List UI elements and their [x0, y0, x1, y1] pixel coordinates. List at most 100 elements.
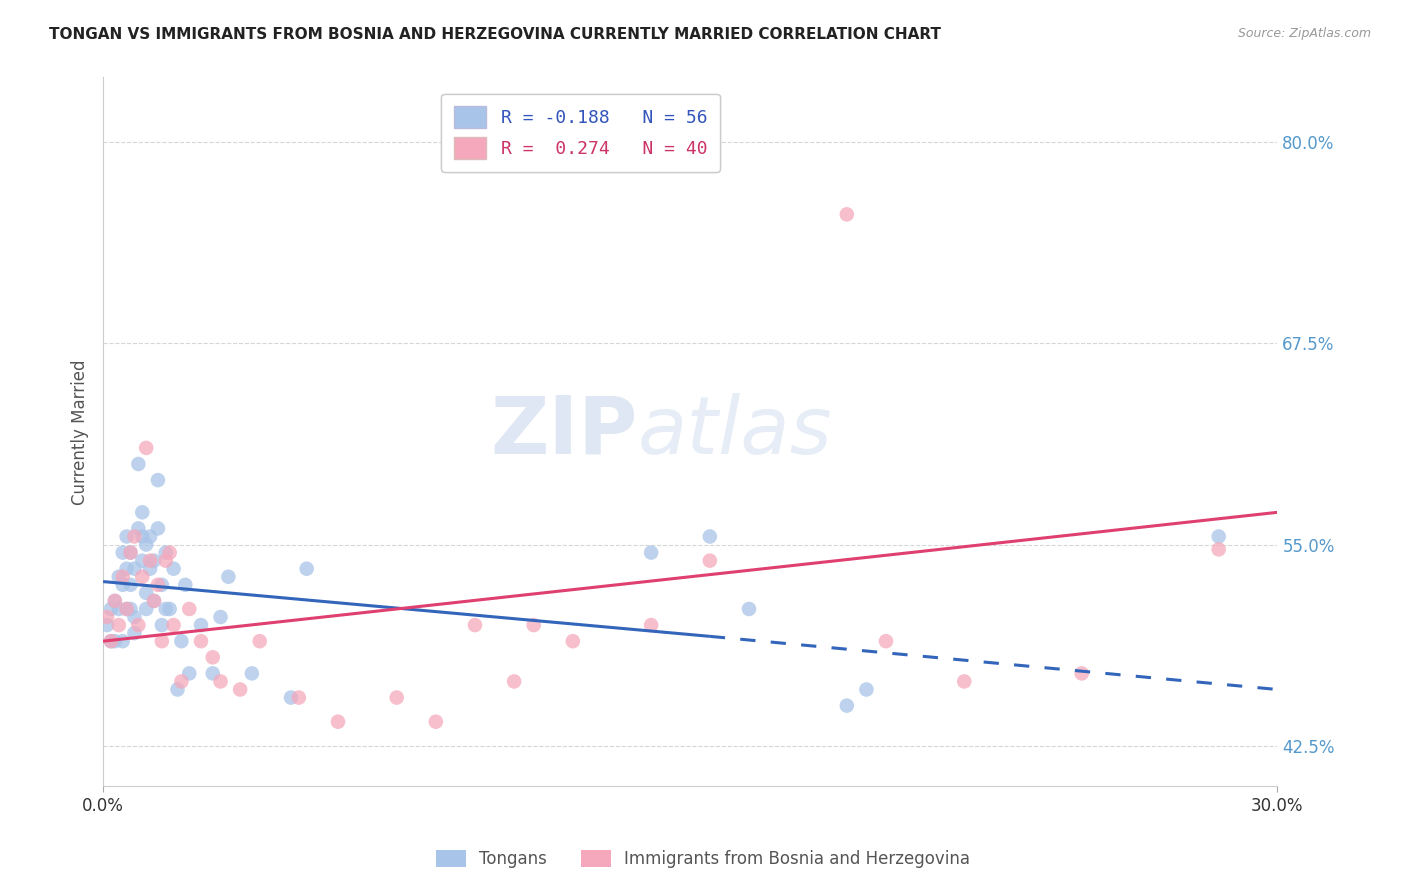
Point	[561, 634, 583, 648]
Point	[190, 634, 212, 648]
Point	[326, 714, 349, 729]
Point	[835, 698, 858, 713]
Point	[855, 682, 877, 697]
Point	[139, 554, 162, 568]
Point	[127, 618, 149, 632]
Point	[738, 602, 761, 616]
Point	[699, 554, 721, 568]
Point	[135, 537, 157, 551]
Text: Source: ZipAtlas.com: Source: ZipAtlas.com	[1237, 27, 1371, 40]
Point	[104, 594, 127, 608]
Point	[209, 674, 232, 689]
Point	[135, 586, 157, 600]
Point	[1208, 529, 1230, 543]
Point	[111, 570, 134, 584]
Point	[111, 578, 134, 592]
Point	[295, 562, 318, 576]
Point	[159, 602, 181, 616]
Point	[124, 626, 146, 640]
Point	[162, 618, 184, 632]
Point	[280, 690, 302, 705]
Point	[100, 634, 122, 648]
Point	[107, 570, 129, 584]
Point	[127, 521, 149, 535]
Point	[835, 207, 858, 221]
Point	[100, 602, 122, 616]
Legend: R = -0.188   N = 56, R =  0.274   N = 40: R = -0.188 N = 56, R = 0.274 N = 40	[441, 94, 720, 172]
Point	[96, 610, 118, 624]
Point	[104, 634, 127, 648]
Point	[115, 602, 138, 616]
Point	[288, 690, 311, 705]
Point	[115, 562, 138, 576]
Point	[217, 570, 239, 584]
Point	[120, 578, 142, 592]
Point	[159, 545, 181, 559]
Point	[953, 674, 976, 689]
Point	[131, 505, 153, 519]
Point	[201, 666, 224, 681]
Point	[111, 634, 134, 648]
Point	[166, 682, 188, 697]
Point	[699, 529, 721, 543]
Point	[124, 562, 146, 576]
Point	[143, 594, 166, 608]
Point	[464, 618, 486, 632]
Point	[155, 545, 177, 559]
Point	[100, 634, 122, 648]
Point	[179, 666, 201, 681]
Point	[135, 602, 157, 616]
Point	[143, 554, 166, 568]
Point	[146, 578, 169, 592]
Text: atlas: atlas	[637, 392, 832, 471]
Point	[249, 634, 271, 648]
Point	[150, 578, 173, 592]
Point	[107, 602, 129, 616]
Point	[640, 618, 662, 632]
Point	[143, 594, 166, 608]
Point	[111, 545, 134, 559]
Point	[104, 594, 127, 608]
Text: TONGAN VS IMMIGRANTS FROM BOSNIA AND HERZEGOVINA CURRENTLY MARRIED CORRELATION C: TONGAN VS IMMIGRANTS FROM BOSNIA AND HER…	[49, 27, 941, 42]
Point	[120, 602, 142, 616]
Point	[209, 610, 232, 624]
Point	[1208, 542, 1230, 557]
Point	[146, 521, 169, 535]
Point	[115, 602, 138, 616]
Legend: Tongans, Immigrants from Bosnia and Herzegovina: Tongans, Immigrants from Bosnia and Herz…	[429, 843, 977, 875]
Point	[875, 634, 897, 648]
Point	[150, 618, 173, 632]
Point	[155, 602, 177, 616]
Point	[1070, 666, 1092, 681]
Y-axis label: Currently Married: Currently Married	[72, 359, 89, 505]
Point	[170, 674, 193, 689]
Point	[96, 618, 118, 632]
Point	[124, 610, 146, 624]
Point	[170, 634, 193, 648]
Point	[523, 618, 546, 632]
Point	[640, 545, 662, 559]
Point	[107, 618, 129, 632]
Point	[127, 457, 149, 471]
Point	[174, 578, 197, 592]
Point	[150, 634, 173, 648]
Text: ZIP: ZIP	[491, 392, 637, 471]
Point	[115, 529, 138, 543]
Point	[385, 690, 408, 705]
Point	[139, 562, 162, 576]
Point	[240, 666, 263, 681]
Point	[229, 682, 252, 697]
Point	[155, 554, 177, 568]
Point	[503, 674, 526, 689]
Point	[124, 529, 146, 543]
Point	[120, 545, 142, 559]
Point	[120, 545, 142, 559]
Point	[131, 570, 153, 584]
Point	[135, 441, 157, 455]
Point	[162, 562, 184, 576]
Point	[131, 529, 153, 543]
Point	[139, 529, 162, 543]
Point	[201, 650, 224, 665]
Point	[190, 618, 212, 632]
Point	[146, 473, 169, 487]
